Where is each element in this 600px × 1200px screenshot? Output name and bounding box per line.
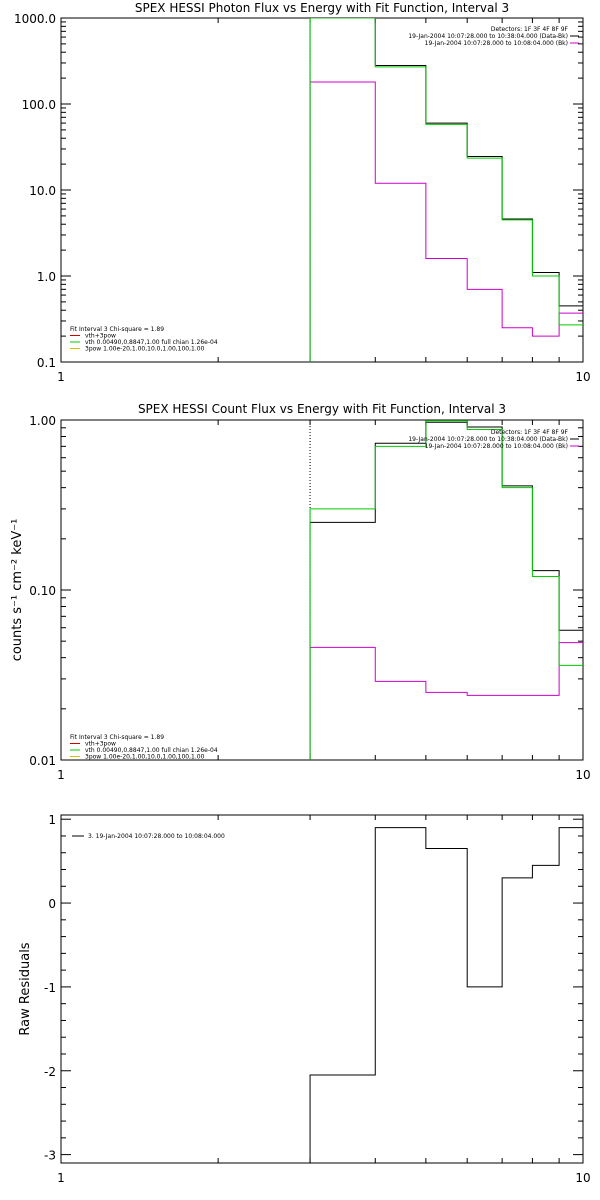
- legend-bottom-entry: vth 0.00490,0.8847,1.00 full chian 1.26e…: [85, 747, 218, 754]
- plot-frame: [60, 419, 584, 761]
- x-tick-label: 1: [57, 768, 65, 782]
- series-line-background: [309, 642, 583, 760]
- series-group: [309, 18, 583, 362]
- y-tick-label: 1: [48, 813, 56, 827]
- y-tick-label: 0: [48, 897, 56, 911]
- series-line-model: [309, 18, 583, 362]
- legend-bottom-entry: Fit Interval 3 Chi-square = 1.89: [70, 734, 164, 741]
- panel-1: SPEX HESSI Photon Flux vs Energy with Fi…: [14, 1, 591, 384]
- plot-frame: [60, 814, 584, 1164]
- series-line-data: [309, 18, 583, 362]
- panel-2: SPEX HESSI Count Flux vs Energy with Fit…: [10, 402, 591, 782]
- legend-top-entry: 19-Jan-2004 10:07:28.000 to 10:08:04.000…: [425, 443, 568, 450]
- legend-top-entry: 19-Jan-2004 10:07:28.000 to 10:38:04.000…: [408, 436, 568, 443]
- series-group: [309, 420, 583, 760]
- y-tick-label: 0.10: [29, 584, 56, 598]
- chart-title: SPEX HESSI Count Flux vs Energy with Fit…: [138, 402, 506, 416]
- legend-bottom-entry: 3pow 1.00e-20,1.00,10.0,1.00,100,1.00: [85, 346, 205, 353]
- series-line-background: [309, 81, 583, 362]
- x-tick-label: 1: [57, 370, 65, 384]
- y-axis-label: counts s⁻¹ cm⁻² keV⁻¹: [10, 519, 25, 662]
- y-tick-label: 1.0: [37, 270, 56, 284]
- series-line-data: [309, 421, 583, 760]
- series-line-model: [309, 420, 583, 760]
- y-tick-label: 1.00: [29, 414, 56, 428]
- y-tick-label: -1: [44, 981, 56, 995]
- x-tick-label: 10: [575, 768, 590, 782]
- chart-title: SPEX HESSI Photon Flux vs Energy with Fi…: [135, 1, 509, 15]
- legend-top-entry: 19-Jan-2004 10:07:28.000 to 10:38:04.000…: [408, 33, 568, 40]
- legend-top-entry: 3. 19-Jan-2004 10:07:28.000 to 10:08:04.…: [88, 833, 225, 840]
- series-line-residual: [309, 827, 583, 1163]
- panel-3: 1 10 -3 -2 -1 0 1 Raw Residuals 3. 19-Jan-2004 1…: [18, 813, 591, 1185]
- legend-bottom-entry: 3pow 1.00e-20,1.00,10.0,1.00,100,1.00: [85, 754, 205, 761]
- legend-bottom-entry: vth+3pow: [85, 333, 116, 340]
- series-group: [309, 827, 583, 1163]
- x-tick-label: 1: [57, 1171, 65, 1185]
- y-tick-label: 100.0: [22, 98, 56, 112]
- legend-top-entry: 19-Jan-2004 10:07:28.000 to 10:08:04.000…: [425, 40, 568, 47]
- x-tick-label: 10: [575, 370, 590, 384]
- plot-frame: [60, 17, 584, 363]
- y-tick-label: -2: [44, 1065, 56, 1079]
- x-tick-label: 10: [575, 1171, 590, 1185]
- legend-top-entry: Detectors: 1F 3F 4F 8F 9F: [491, 26, 569, 33]
- legend-bottom-entry: vth+3pow: [85, 741, 116, 748]
- y-axis-label: Raw Residuals: [18, 942, 33, 1035]
- y-tick-label: 0.1: [37, 356, 56, 370]
- y-tick-label: 10.0: [29, 184, 56, 198]
- legend-bottom-entry: vth 0.00490,0.8847,1.00 full chian 1.26e…: [85, 339, 218, 346]
- y-tick-label: -3: [44, 1149, 56, 1163]
- y-tick-label: 1000.0: [14, 12, 56, 26]
- legend-bottom-entry: Fit Interval 3 Chi-square = 1.89: [70, 326, 164, 333]
- y-tick-label: 0.01: [29, 754, 56, 768]
- legend-top-entry: Detectors: 1F 3F 4F 8F 9F: [491, 429, 569, 436]
